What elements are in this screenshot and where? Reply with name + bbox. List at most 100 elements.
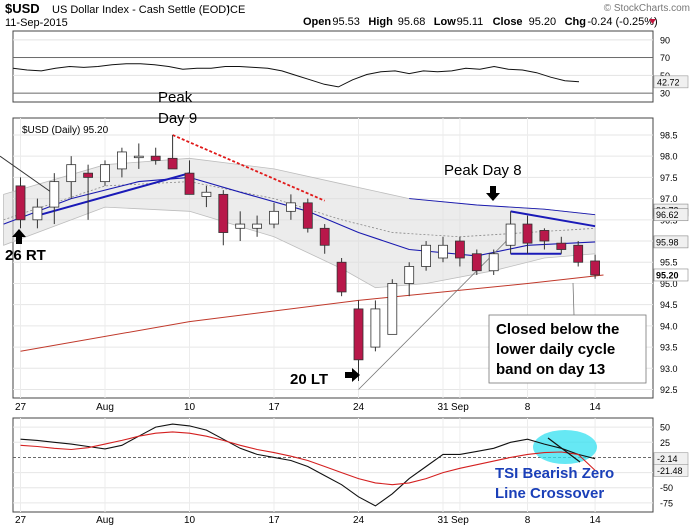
tsi-last-value-label: -21.48 <box>657 466 683 476</box>
x-tick-label: 24 <box>353 402 365 413</box>
top-panel-frame <box>12 30 654 103</box>
crossover-arrow <box>547 437 581 463</box>
tsi-annotation-line: Line Crossover <box>495 485 604 502</box>
x-tick-label: 14 <box>590 402 602 413</box>
candle-body <box>404 266 415 284</box>
candle-body <box>218 193 229 233</box>
x-tick-label: 8 <box>525 402 531 413</box>
ohlc-value: 95.11 <box>457 16 484 28</box>
candle-body <box>133 155 144 159</box>
y-tick-label: 93.5 <box>660 343 678 353</box>
candle-body <box>336 261 347 293</box>
dotted-average <box>3 181 596 238</box>
candle-body <box>454 240 465 259</box>
annotation-26rt: 26 RT <box>5 247 46 264</box>
tsi-last-value-box <box>653 464 689 477</box>
value-label-box <box>653 208 689 222</box>
note-line: lower daily cycle <box>496 341 615 358</box>
x-tick-label: 27 <box>15 402 27 413</box>
y-tick-label: 93.0 <box>660 364 678 374</box>
annotation-peak8: Peak Day 8 <box>444 162 522 179</box>
y-tick-label: 30 <box>660 89 670 99</box>
y-tick-label: 92.5 <box>660 385 678 395</box>
tsi-annotation-line: TSI Bearish Zero <box>495 465 614 482</box>
lt20-arrow-icon <box>345 368 360 382</box>
candle-body <box>83 172 93 178</box>
x-tick-label-bottom: 10 <box>184 515 196 526</box>
x-tick-label-bottom: Aug <box>96 515 114 526</box>
candle-body <box>117 151 127 170</box>
chart-date: 11-Sep-2015 <box>5 17 68 29</box>
ohlc-label: Open <box>303 16 331 28</box>
candle-body <box>15 185 26 221</box>
y-tick-label: -75 <box>660 498 673 508</box>
candle-body <box>167 157 178 170</box>
tsi-line <box>20 431 596 486</box>
candle-body <box>285 202 296 212</box>
annotation-peak9-line1: Peak <box>158 89 193 106</box>
x-tick-label-bottom: 17 <box>268 515 280 526</box>
candle-body <box>421 244 432 267</box>
candle-body <box>573 244 584 263</box>
candle-body <box>387 283 398 335</box>
ohlc-label: Close <box>493 16 523 28</box>
value-label: 95.98 <box>656 237 679 247</box>
top-oscillator-panel: 3050709042.72 <box>12 35 689 99</box>
y-tick-label: 25 <box>660 438 670 448</box>
watermark: © StockCharts.com <box>604 3 690 14</box>
candle-body <box>252 223 263 229</box>
candle-body <box>522 223 533 244</box>
candle-body <box>370 308 381 348</box>
y-tick-label: 95.0 <box>660 279 678 289</box>
note-line: Closed below the <box>496 321 619 338</box>
value-label-box <box>653 235 689 249</box>
candle-body <box>488 253 499 272</box>
y-tick-label: 98.0 <box>660 152 678 162</box>
y-tick-label: 90 <box>660 35 670 45</box>
y-tick-label: -50 <box>660 483 673 493</box>
note-box <box>488 314 647 384</box>
annotation-peak9-line2: Day 9 <box>158 110 197 127</box>
annotation-20lt: 20 LT <box>290 371 328 388</box>
candle-body <box>184 172 195 195</box>
y-tick-label: 95.5 <box>660 258 678 268</box>
y-tick-label: 97.0 <box>660 194 678 204</box>
ohlc-label: Low <box>434 16 456 28</box>
ohlc-value: 95.20 <box>529 16 557 28</box>
peak8-trendline <box>510 210 596 228</box>
symbol: $USD <box>5 1 40 16</box>
candle-body <box>471 253 482 272</box>
candle-body <box>100 164 110 183</box>
crossover-highlight <box>533 430 597 464</box>
y-tick-label: 70 <box>660 53 670 63</box>
y-tick-label: 50 <box>660 423 670 433</box>
ohlc-value: -0.24 (-0.25%) <box>587 16 657 28</box>
ohlc-readout: Open 95.53 High 95.68 Low 95.11 Close 95.20 Chg -… <box>303 16 658 28</box>
tsi-last-value-label: -2.14 <box>657 454 678 464</box>
candle-body <box>269 210 279 225</box>
x-tick-label: Sep <box>451 402 469 413</box>
candle-body <box>32 206 43 221</box>
candle-body <box>353 308 364 361</box>
last-value-box <box>653 75 689 89</box>
ohlc-value: 95.53 <box>332 16 360 28</box>
x-tick-label: 31 <box>437 402 449 413</box>
x-tick-label-bottom: Sep <box>451 515 469 526</box>
y-tick-label: 94.5 <box>660 300 678 310</box>
tsi-panel-frame <box>12 417 654 513</box>
candle-body <box>201 191 212 197</box>
candle-body <box>438 244 448 259</box>
candle-body <box>49 181 60 208</box>
ohlc-label: Chg <box>565 16 586 28</box>
down-arrow-icon <box>649 19 656 24</box>
ohlc-label: High <box>368 16 393 28</box>
x-tick-label: 17 <box>268 402 280 413</box>
candle-body <box>556 242 567 250</box>
down-trendline <box>172 134 326 202</box>
value-label-box <box>653 268 689 282</box>
ohlc-value: 95.68 <box>398 16 426 28</box>
value-label: 96.62 <box>656 210 679 220</box>
x-tick-label: Aug <box>96 402 114 413</box>
